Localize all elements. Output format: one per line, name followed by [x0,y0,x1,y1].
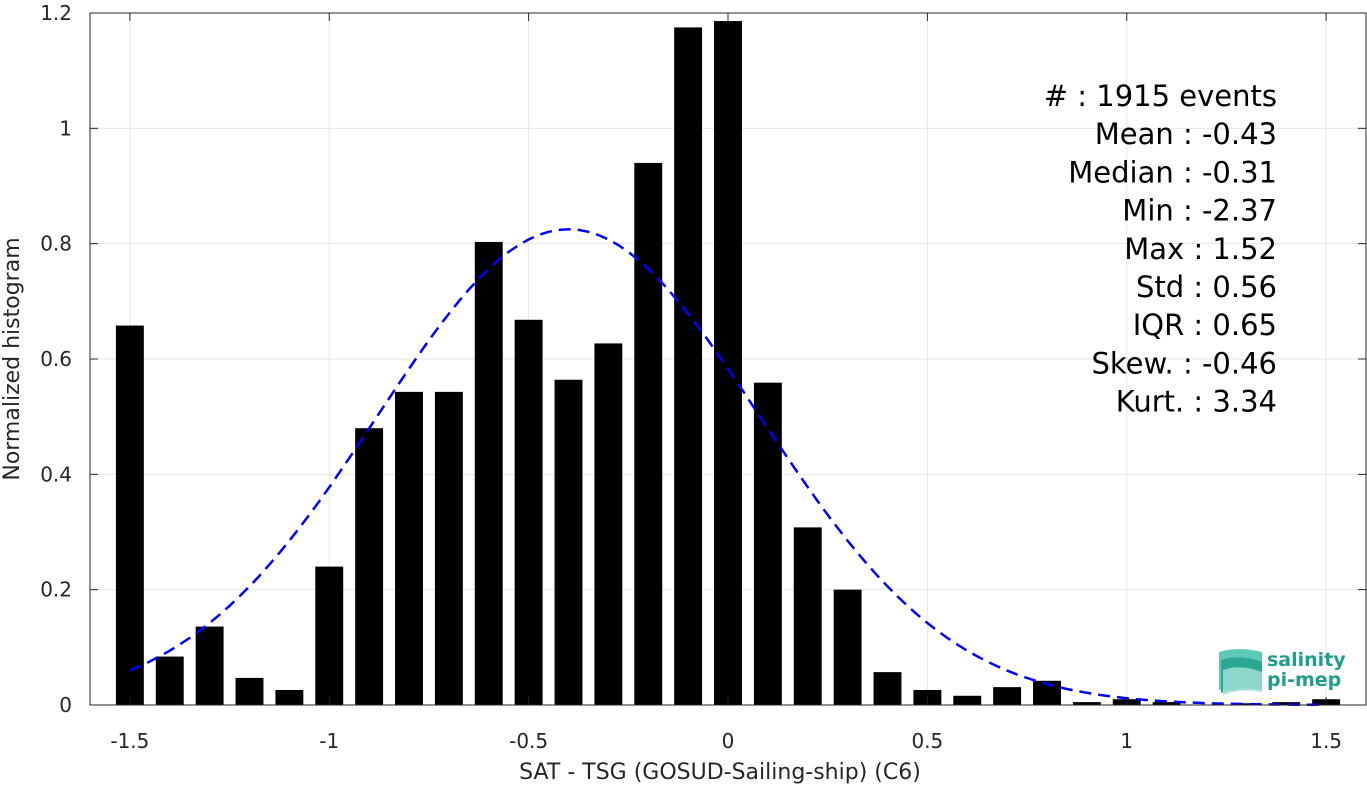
histogram-bar-22 [993,687,1022,705]
histogram-bars [115,21,1341,706]
histogram-bar-17 [793,527,822,705]
stats-box: # : 1915 events Mean : -0.43 Median : -0.3… [1044,79,1277,419]
x-tick-label-0: -1.5 [110,729,149,753]
histogram-bar-12 [594,343,623,705]
histogram-bar-13 [634,162,663,705]
stats-row-4: Max : 1.52 [1124,232,1277,266]
histogram-bar-10 [514,319,543,705]
histogram-bar-7 [395,391,423,705]
histogram-bar-5 [315,566,344,705]
axis-ticks: -1.5 -1 -0.5 0 0.5 1 1.5 0 0.2 0.4 0.6 0.8 1 1.2 [40,1,1366,753]
x-tick-label-3: 0 [722,729,735,753]
histogram-bar-16 [753,382,782,705]
x-tick-label-1: -1 [319,729,339,753]
stats-row-1: Mean : -0.43 [1095,117,1277,151]
y-tick-label-5: 1 [59,116,72,140]
salinity-pi-mep-logo: salinity pi-mep [1219,649,1346,695]
histogram-bar-6 [355,428,384,705]
stats-row-6: IQR : 0.65 [1133,308,1277,342]
y-tick-label-4: 0.8 [40,232,72,256]
histogram-bar-11 [554,379,583,705]
logo-line-1: salinity [1267,649,1346,671]
histogram-bar-21 [953,695,982,705]
x-tick-label-6: 1.5 [1310,729,1342,753]
x-tick-label-4: 0.5 [911,729,943,753]
histogram-bar-3 [235,677,264,705]
histogram-bar-9 [474,241,503,706]
y-axis-label: Normalized histogram [0,237,25,480]
histogram-bar-1 [155,656,184,705]
y-tick-label-0: 0 [59,693,72,717]
stats-row-2: Median : -0.31 [1068,155,1277,189]
y-tick-label-1: 0.2 [40,578,72,602]
y-tick-label-2: 0.4 [40,462,72,486]
histogram-bar-18 [833,589,862,705]
x-axis-label: SAT - TSG (GOSUD-Sailing-ship) (C6) [519,760,921,785]
y-tick-label-3: 0.6 [40,347,72,371]
logo-line-2: pi-mep [1267,669,1341,691]
histogram-bar-26 [1152,702,1181,705]
histogram-bar-8 [434,391,463,705]
stats-row-7: Skew. : -0.46 [1091,346,1277,380]
histogram-bar-4 [275,690,304,705]
histogram-bar-19 [873,672,902,705]
histogram-bar-0 [115,325,144,705]
histogram-bar-14 [674,27,703,705]
histogram-bar-24 [1072,702,1101,705]
histogram-bar-15 [714,21,742,705]
y-tick-label-6: 1.2 [40,1,72,25]
logo-wave-icon [1219,649,1262,695]
stats-row-5: Std : 0.56 [1136,270,1277,304]
histogram-bar-28 [1232,703,1261,705]
stats-row-3: Min : -2.37 [1122,194,1277,228]
histogram-bar-29 [1272,702,1301,705]
histogram-bar-2 [195,626,224,705]
x-tick-label-2: -0.5 [509,729,548,753]
x-tick-label-5: 1 [1120,729,1133,753]
stats-row-8: Kurt. : 3.34 [1116,385,1277,419]
stats-row-0: # : 1915 events [1044,79,1277,113]
